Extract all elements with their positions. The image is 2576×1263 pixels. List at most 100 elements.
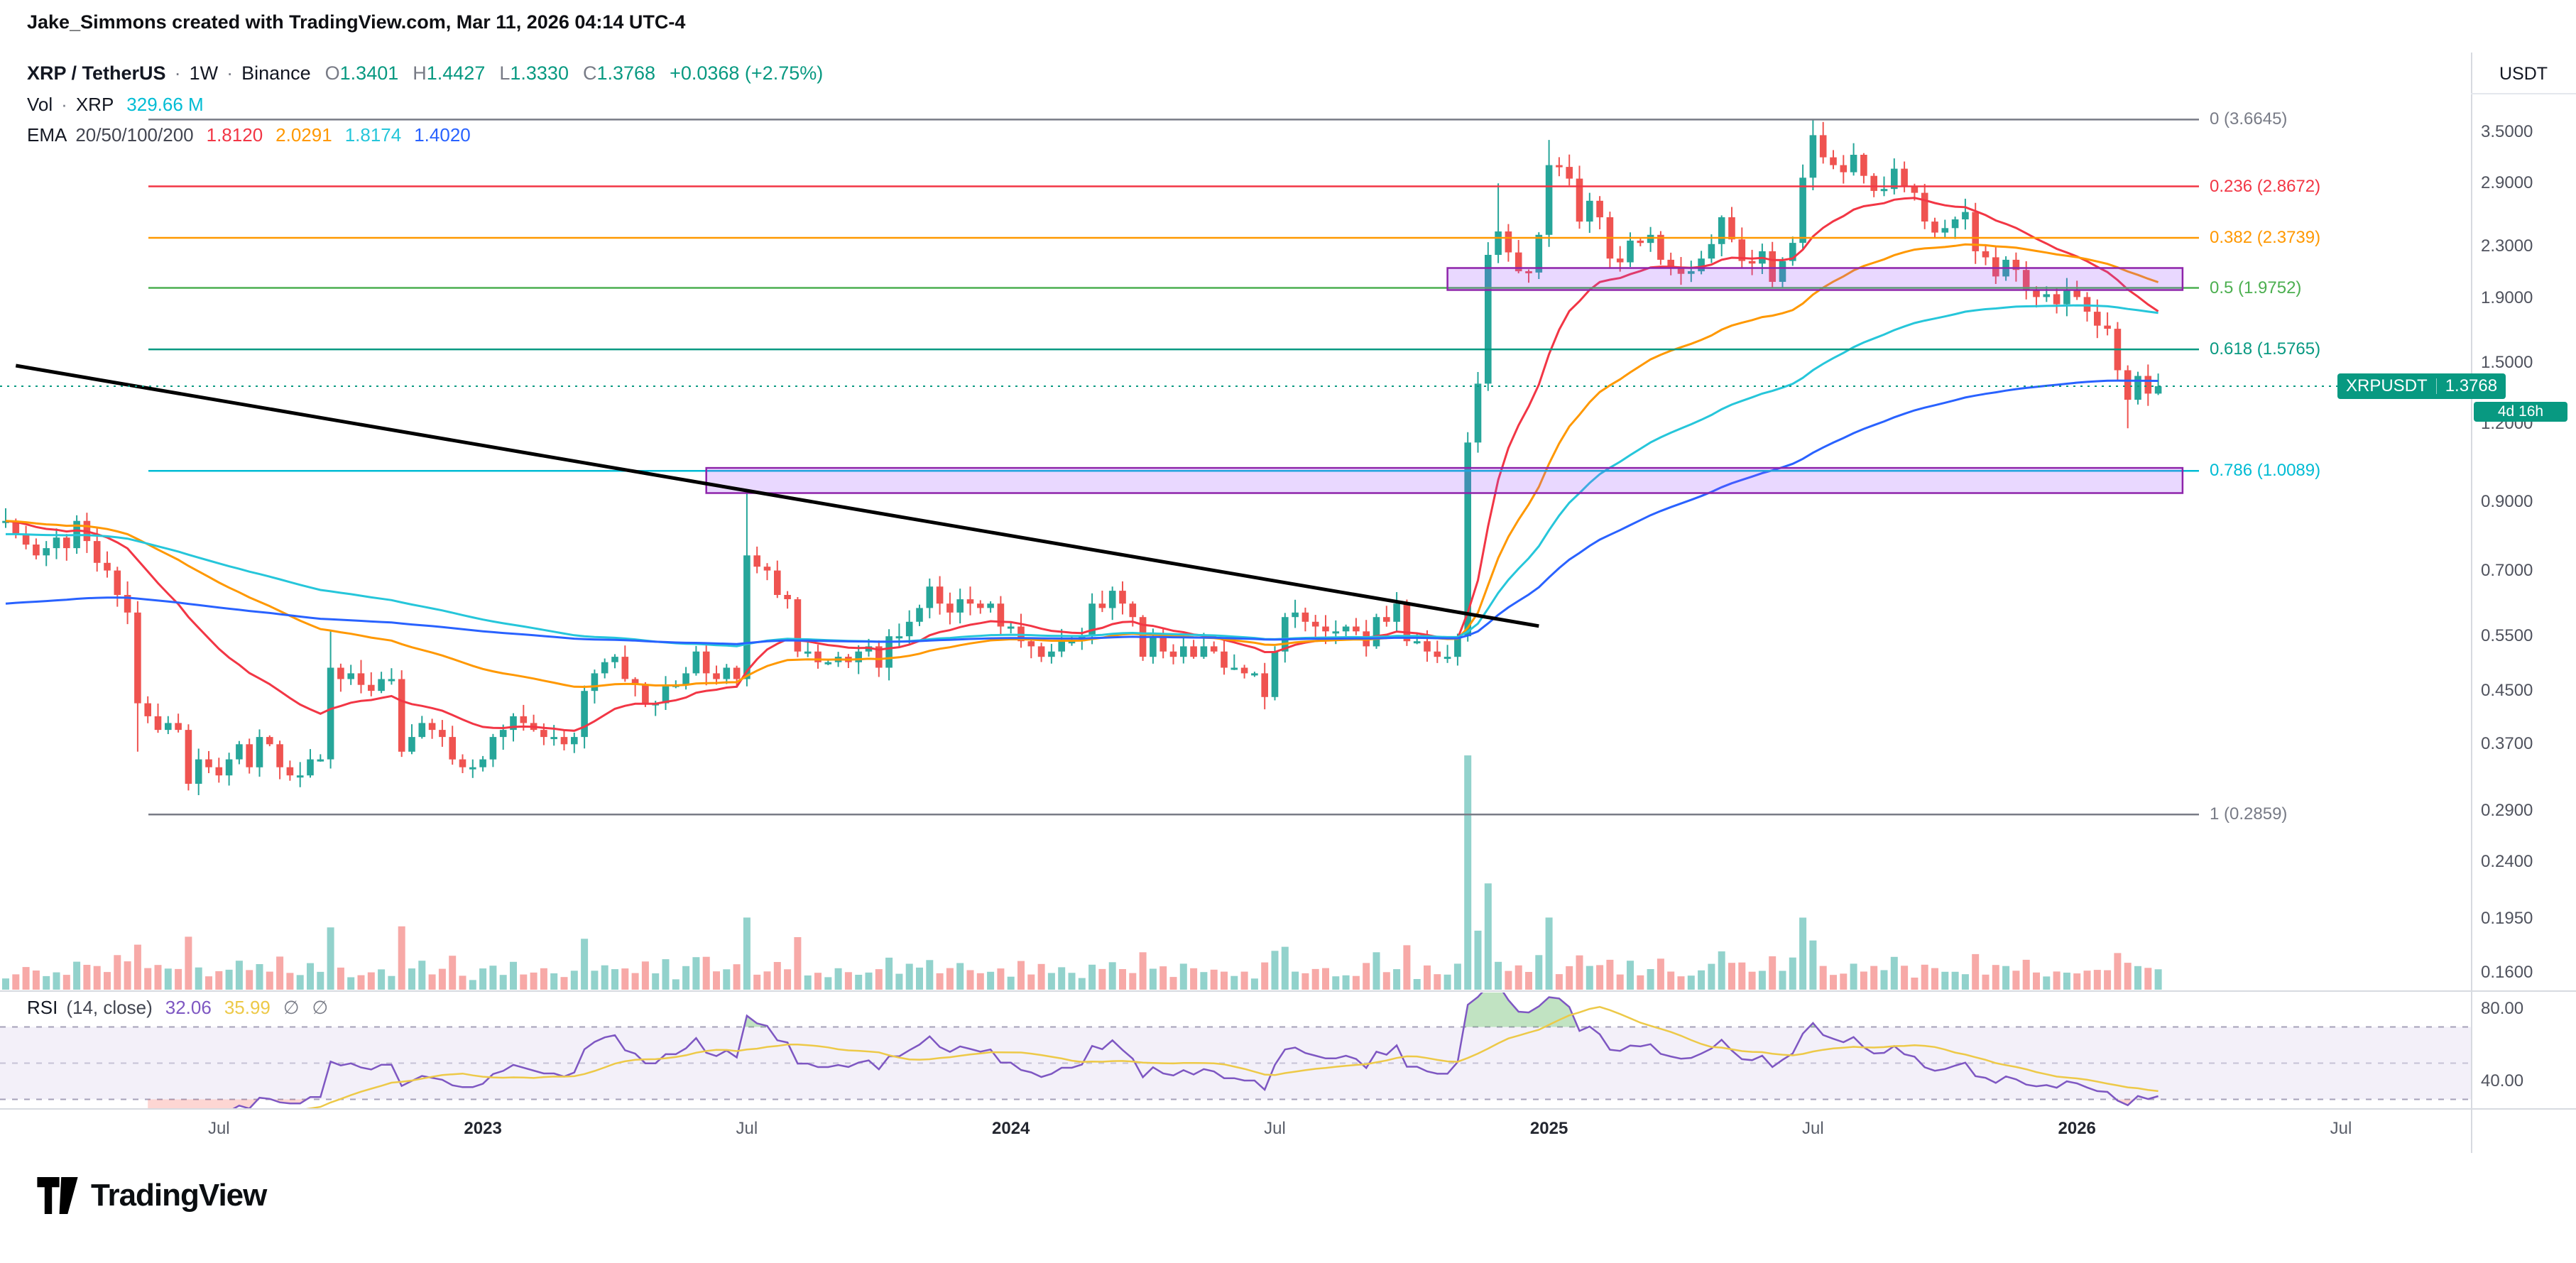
candle-body — [215, 767, 223, 776]
volume-legend[interactable]: Vol · XRP 329.66 M — [27, 94, 204, 116]
rsi-legend[interactable]: RSI (14, close) 32.06 35.99 ∅ ∅ — [27, 997, 328, 1019]
candle-body — [1251, 673, 1258, 676]
candle-body — [1464, 442, 1471, 637]
ema-params: 20/50/100/200 — [75, 124, 194, 146]
rsi-line — [232, 993, 2159, 1108]
candle-body — [276, 744, 283, 767]
time-axis-label: 2024 — [991, 1119, 1030, 1138]
volume-bar — [1047, 973, 1055, 990]
price-tick-label: 0.5500 — [2481, 626, 2533, 646]
volume-bar — [804, 975, 812, 990]
candle-body — [713, 673, 720, 679]
candle-body — [875, 646, 883, 668]
volume-bar — [1769, 956, 1777, 990]
candle-body — [1789, 243, 1796, 261]
time-axis[interactable]: Jul 2023 Jul 2024 Jul 2025 Jul 2026 Jul — [0, 1109, 2576, 1153]
volume-bar — [1677, 976, 1685, 990]
candle-body — [1545, 165, 1553, 235]
candle-body — [1261, 673, 1268, 697]
candle-body — [63, 537, 70, 549]
candle-body — [1393, 603, 1400, 622]
price-tick-label: 2.3000 — [2481, 236, 2533, 256]
ema-legend[interactable]: EMA 20/50/100/200 1.8120 2.0291 1.8174 1… — [27, 124, 471, 146]
candle-body — [2154, 386, 2162, 394]
time-axis-label: Jul — [736, 1119, 758, 1138]
volume-bar — [1637, 975, 1644, 990]
candle-body — [1535, 234, 1543, 273]
current-price-badge: XRPUSDT 1.3768 — [2337, 373, 2506, 399]
symbol-exchange: Binance — [241, 62, 311, 84]
volume-bar — [1017, 961, 1025, 990]
candle-body — [1027, 641, 1035, 647]
candle-body — [774, 570, 781, 595]
badge-symbol: XRPUSDT — [2346, 376, 2428, 395]
volume-bar — [195, 967, 202, 990]
ohlc-close: C1.3768 — [582, 62, 656, 84]
symbol-legend[interactable]: XRP / TetherUS · 1W · Binance O1.3401 H1… — [27, 62, 823, 84]
candle-body — [1779, 261, 1786, 282]
separator-dot: · — [227, 62, 234, 84]
volume-bar — [916, 967, 923, 990]
volume-bar — [905, 963, 913, 990]
volume-bar — [459, 975, 466, 990]
volume-bar — [1657, 958, 1664, 990]
candle-body — [1566, 167, 1573, 179]
volume-bar — [997, 968, 1005, 990]
candle-body — [1190, 646, 1197, 657]
tradingview-logo[interactable]: TradingView — [37, 1177, 267, 1214]
price-tick-label: 0.2400 — [2481, 852, 2533, 872]
candle-body — [1647, 234, 1654, 244]
candle-body — [1058, 641, 1065, 652]
volume-bar — [1484, 883, 1492, 990]
volume-bar — [844, 972, 852, 990]
candle-body — [550, 737, 557, 740]
candle-body — [1159, 636, 1167, 652]
candle-body — [987, 603, 994, 608]
volume-bar — [1230, 975, 1238, 990]
volume-bar — [1667, 971, 1675, 990]
candle-body — [479, 759, 486, 767]
candle-body — [225, 759, 233, 776]
volume-bar — [1819, 966, 1827, 990]
candle-body — [1830, 157, 1837, 165]
candle-body — [1098, 603, 1106, 608]
volume-bar — [1372, 952, 1380, 990]
volume-bar — [601, 965, 608, 990]
highlight-zone[interactable] — [705, 466, 2184, 494]
candle-body — [1992, 257, 1999, 277]
candle-body — [185, 730, 192, 784]
volume-bar — [1698, 970, 1705, 990]
volume-bar — [1718, 951, 1725, 990]
candle-body — [763, 567, 771, 571]
volume-bar — [1322, 968, 1329, 990]
candle-body — [621, 657, 629, 679]
volume-bar — [266, 971, 273, 990]
volume-bar — [1393, 969, 1401, 990]
highlight-zone[interactable] — [1446, 267, 2184, 291]
volume-bar — [104, 972, 111, 990]
candle-body — [591, 673, 599, 691]
candle-body — [1667, 259, 1674, 268]
trendline[interactable] — [15, 363, 1539, 628]
candle-body — [1525, 271, 1532, 273]
candle-body — [1353, 626, 1360, 632]
candle-body — [469, 767, 476, 770]
volume-bar — [418, 961, 426, 990]
volume-bar — [1179, 963, 1187, 990]
volume-bar — [2073, 973, 2081, 990]
candle-body — [388, 679, 395, 682]
candle-body — [2063, 290, 2070, 305]
volume-bar — [1200, 972, 1208, 990]
volume-bar — [449, 956, 457, 990]
price-axis[interactable]: USDT 3.5000 2.9000 2.3000 1.9000 1.5000 1.200… — [2471, 0, 2576, 1263]
candle-body — [2073, 290, 2080, 297]
volume-bar — [1921, 964, 1928, 990]
candle-body — [1271, 651, 1279, 697]
candle-body — [256, 737, 263, 767]
volume-bar — [1972, 953, 1980, 990]
time-axis-label: 2023 — [464, 1119, 502, 1138]
candle-body — [1941, 228, 1949, 233]
volume-bar — [1809, 940, 1817, 990]
volume-bar — [489, 966, 497, 990]
